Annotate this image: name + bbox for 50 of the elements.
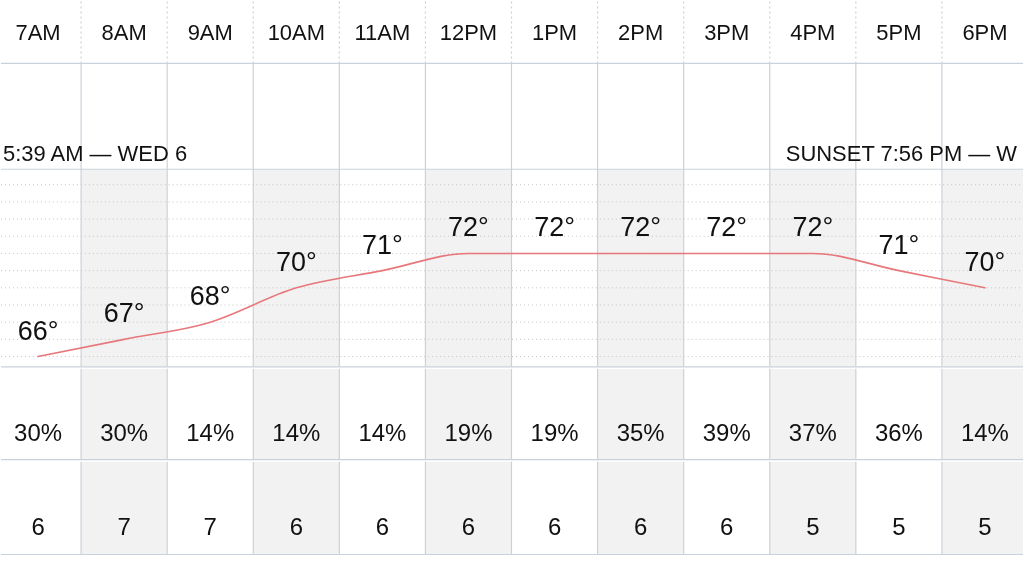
data-label: 66°: [17, 315, 59, 346]
data-label: 19%: [530, 418, 579, 446]
data-label: 71°: [878, 229, 920, 260]
x-tick-label: 10AM: [267, 20, 325, 46]
data-label: 71°: [362, 229, 403, 260]
data-label: 6: [547, 512, 562, 540]
data-label: 35%: [616, 418, 665, 446]
data-label: 7: [117, 512, 131, 540]
x-tick-label: 1PM: [531, 20, 578, 46]
x-tick-label: 11AM: [354, 20, 411, 46]
data-label: 67°: [103, 298, 145, 329]
data-label: 70°: [275, 246, 317, 277]
data-label: 37%: [788, 418, 837, 446]
x-tick-label: 9AM: [187, 20, 233, 46]
data-label: 19%: [444, 418, 493, 446]
data-label: 14%: [960, 418, 1009, 446]
data-label: 6: [720, 512, 734, 540]
x-tick-label: 3PM: [704, 20, 750, 46]
data-label: 68°: [189, 281, 231, 312]
data-label: 5: [806, 512, 820, 540]
data-label: 14%: [186, 418, 235, 446]
data-label: 72°: [620, 212, 661, 243]
text: SUNSET 7:56 PM — W: [785, 141, 1018, 167]
data-label: 70°: [964, 246, 1006, 277]
data-label: 6: [633, 512, 648, 540]
text: 5:39 AM — WED 6: [2, 141, 188, 167]
data-label: 72°: [534, 212, 575, 243]
x-tick-label: 2PM: [618, 20, 664, 46]
data-label: 14%: [272, 418, 321, 446]
data-label: 6: [31, 512, 45, 540]
data-label: 36%: [874, 418, 923, 446]
data-label: 72°: [792, 212, 834, 243]
data-label: 5: [978, 512, 992, 540]
data-label: 30%: [100, 418, 149, 446]
data-label: 30%: [14, 418, 63, 446]
data-label: 5: [892, 512, 906, 540]
x-tick-label: 6PM: [962, 20, 1008, 46]
data-label: 6: [289, 512, 303, 540]
x-tick-label: 4PM: [790, 20, 836, 46]
data-label: 6: [461, 512, 476, 540]
x-tick-label: 8AM: [101, 20, 147, 46]
data-label: 14%: [358, 418, 407, 446]
x-tick-label: 12PM: [439, 20, 498, 46]
x-tick-label: 7AM: [15, 20, 61, 46]
x-tick-label: 5PM: [876, 20, 922, 46]
data-label: 72°: [448, 212, 489, 243]
data-label: 72°: [706, 212, 748, 243]
data-label: 7: [203, 512, 217, 540]
data-label: 39%: [702, 418, 751, 446]
data-label: 6: [375, 512, 390, 540]
